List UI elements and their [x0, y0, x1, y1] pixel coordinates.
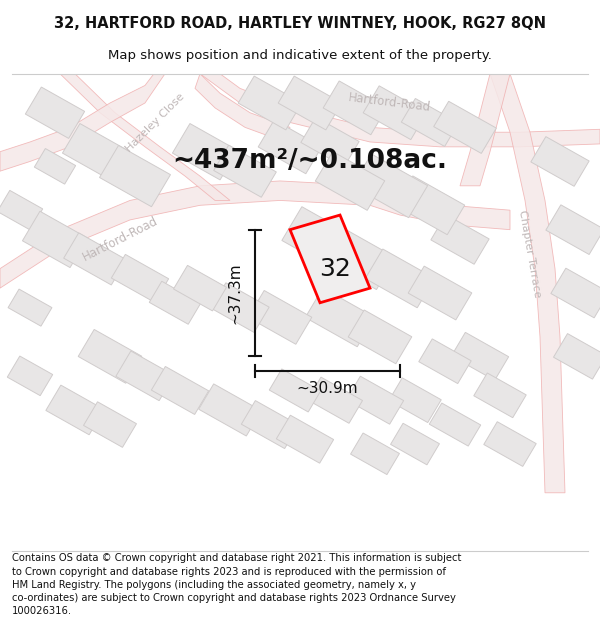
Polygon shape	[325, 228, 395, 289]
Polygon shape	[551, 268, 600, 318]
Polygon shape	[100, 146, 170, 207]
Text: Hartford-Road: Hartford-Road	[80, 215, 160, 264]
Text: Hartford-Road: Hartford-Road	[348, 91, 432, 114]
Polygon shape	[173, 266, 226, 311]
Polygon shape	[307, 377, 362, 423]
Polygon shape	[7, 356, 53, 396]
Polygon shape	[419, 339, 471, 384]
Text: Chapter Terrace: Chapter Terrace	[517, 209, 542, 299]
Polygon shape	[151, 366, 209, 414]
Polygon shape	[0, 191, 43, 230]
Text: Contains OS data © Crown copyright and database right 2021. This information is : Contains OS data © Crown copyright and d…	[12, 554, 461, 616]
Polygon shape	[429, 403, 481, 446]
Polygon shape	[78, 329, 142, 383]
Polygon shape	[348, 310, 412, 364]
Polygon shape	[401, 99, 458, 146]
Text: ~30.9m: ~30.9m	[296, 381, 358, 396]
Polygon shape	[389, 378, 441, 423]
Polygon shape	[395, 176, 465, 235]
Polygon shape	[431, 214, 489, 264]
Text: Hazeley Close: Hazeley Close	[124, 91, 186, 154]
Polygon shape	[199, 384, 262, 436]
Polygon shape	[546, 205, 600, 254]
Polygon shape	[531, 137, 589, 186]
Polygon shape	[484, 422, 536, 466]
Polygon shape	[172, 124, 238, 180]
Polygon shape	[408, 266, 472, 320]
Text: 32: 32	[319, 257, 351, 281]
Polygon shape	[60, 74, 230, 201]
Polygon shape	[46, 385, 104, 435]
Polygon shape	[290, 215, 370, 302]
Text: 32, HARTFORD ROAD, HARTLEY WINTNEY, HOOK, RG27 8QN: 32, HARTFORD ROAD, HARTLEY WINTNEY, HOOK…	[54, 16, 546, 31]
Polygon shape	[282, 207, 358, 272]
Polygon shape	[305, 288, 375, 347]
Polygon shape	[8, 289, 52, 326]
Text: ~37.3m: ~37.3m	[227, 262, 242, 324]
Polygon shape	[211, 282, 269, 332]
Polygon shape	[195, 74, 290, 142]
Polygon shape	[278, 76, 342, 130]
Polygon shape	[25, 87, 85, 138]
Polygon shape	[200, 59, 600, 147]
Polygon shape	[315, 151, 385, 211]
Polygon shape	[434, 101, 496, 153]
Polygon shape	[116, 351, 174, 401]
Polygon shape	[64, 233, 127, 285]
Polygon shape	[0, 181, 370, 288]
Polygon shape	[301, 117, 359, 167]
Polygon shape	[460, 74, 510, 186]
Polygon shape	[323, 81, 387, 135]
Polygon shape	[241, 401, 299, 449]
Polygon shape	[0, 59, 165, 171]
Polygon shape	[451, 332, 509, 381]
Polygon shape	[83, 402, 136, 448]
Polygon shape	[363, 86, 427, 139]
Polygon shape	[22, 211, 88, 268]
Polygon shape	[391, 423, 439, 465]
Polygon shape	[352, 154, 428, 218]
Text: Map shows position and indicative extent of the property.: Map shows position and indicative extent…	[108, 49, 492, 62]
Polygon shape	[112, 254, 169, 302]
Polygon shape	[346, 376, 404, 424]
Polygon shape	[474, 373, 526, 418]
Text: ~437m²/~0.108ac.: ~437m²/~0.108ac.	[173, 149, 448, 174]
Polygon shape	[34, 149, 76, 184]
Polygon shape	[149, 281, 201, 324]
Polygon shape	[248, 291, 312, 344]
Polygon shape	[490, 74, 565, 492]
Polygon shape	[365, 249, 435, 308]
Polygon shape	[269, 369, 321, 412]
Polygon shape	[370, 186, 510, 229]
Polygon shape	[350, 433, 400, 474]
Polygon shape	[214, 145, 277, 198]
Polygon shape	[238, 76, 302, 130]
Polygon shape	[554, 334, 600, 379]
Polygon shape	[258, 120, 322, 174]
Polygon shape	[277, 415, 334, 463]
Polygon shape	[62, 124, 128, 180]
